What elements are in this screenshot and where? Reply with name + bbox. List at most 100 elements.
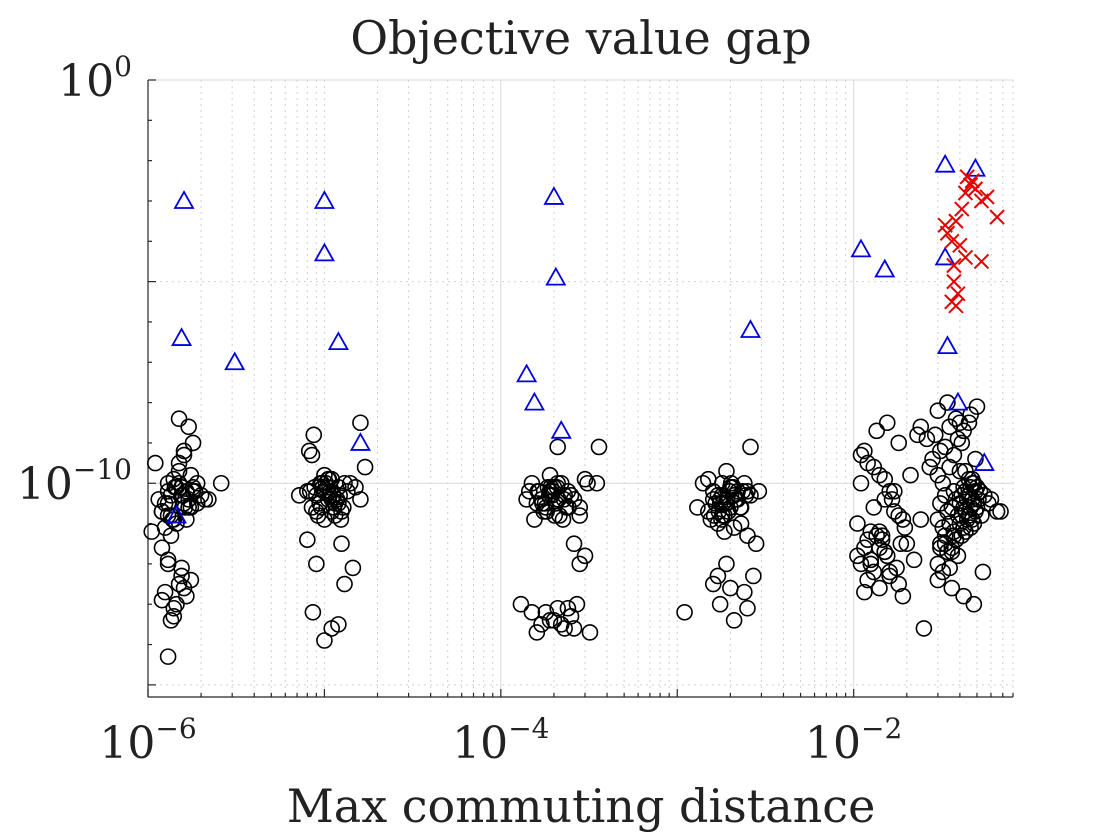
y-tick-label: 100 bbox=[58, 50, 132, 107]
circle-point bbox=[153, 539, 171, 557]
circle-point bbox=[182, 571, 200, 589]
circle-point bbox=[290, 487, 308, 504]
circle-point bbox=[336, 474, 353, 492]
circle-point bbox=[915, 620, 933, 637]
circle-point bbox=[165, 599, 183, 617]
triangle-point bbox=[934, 153, 956, 173]
circle-point bbox=[871, 539, 888, 557]
circle-point bbox=[352, 414, 369, 432]
circle-point bbox=[852, 474, 870, 492]
triangle-point bbox=[516, 363, 538, 383]
cross-point bbox=[950, 286, 966, 302]
triangle-point bbox=[173, 190, 195, 209]
cross-point bbox=[952, 237, 968, 254]
circle-point bbox=[565, 620, 583, 637]
circle-point bbox=[894, 511, 912, 528]
circle-point bbox=[162, 487, 180, 504]
circle-point bbox=[321, 487, 338, 504]
circle-point bbox=[868, 422, 885, 440]
cross-point bbox=[957, 249, 974, 266]
circle-point bbox=[303, 446, 321, 464]
triangle-point bbox=[313, 242, 335, 262]
cross-point bbox=[944, 233, 960, 250]
circle-point bbox=[565, 535, 583, 553]
triangle-point bbox=[543, 186, 565, 205]
circle-point bbox=[929, 571, 947, 589]
circle-point bbox=[852, 446, 870, 464]
circle-point bbox=[304, 603, 322, 621]
circle-point bbox=[526, 511, 543, 528]
triangle-point bbox=[224, 351, 246, 371]
circle-point bbox=[929, 402, 947, 419]
circle-point bbox=[560, 499, 577, 516]
circle-point bbox=[745, 567, 762, 585]
circle-point bbox=[896, 519, 914, 536]
circle-point bbox=[951, 414, 969, 432]
circle-point bbox=[921, 458, 939, 476]
circle-point bbox=[676, 603, 693, 621]
circle-point bbox=[512, 595, 530, 613]
circle-point bbox=[571, 499, 589, 516]
circle-point bbox=[878, 414, 896, 432]
circle-point bbox=[862, 555, 880, 573]
circle-point bbox=[941, 418, 958, 436]
triangle-point bbox=[947, 391, 969, 411]
circle-point bbox=[588, 474, 606, 492]
circle-point bbox=[175, 446, 193, 464]
circle-point bbox=[313, 474, 331, 492]
circle-point bbox=[912, 511, 930, 528]
circle-point bbox=[750, 483, 768, 500]
triangle-point bbox=[874, 258, 896, 278]
circle-point bbox=[943, 579, 961, 597]
circle-point bbox=[159, 648, 177, 665]
circle-point bbox=[722, 579, 739, 597]
cross-point bbox=[979, 189, 995, 205]
circle-point bbox=[316, 466, 333, 484]
circle-point bbox=[868, 527, 885, 544]
circle-point bbox=[965, 595, 983, 613]
circle-point bbox=[934, 474, 952, 492]
triangle-point bbox=[973, 452, 995, 471]
circle-point bbox=[538, 503, 556, 520]
circle-point bbox=[555, 491, 573, 508]
triangle-point bbox=[934, 246, 956, 266]
circle-point bbox=[856, 583, 873, 601]
circle-point bbox=[528, 624, 546, 641]
circle-point bbox=[550, 491, 567, 508]
circle-point bbox=[905, 551, 923, 569]
circle-point bbox=[521, 483, 538, 500]
circle-point bbox=[718, 555, 735, 573]
circle-point bbox=[886, 483, 903, 500]
circle-point bbox=[968, 499, 986, 516]
circle-point bbox=[968, 398, 986, 415]
circle-point bbox=[856, 442, 873, 460]
circle-point bbox=[540, 487, 558, 504]
circle-point bbox=[962, 519, 979, 536]
circle-point bbox=[711, 495, 729, 512]
circle-point bbox=[170, 462, 188, 480]
circle-point bbox=[912, 418, 930, 436]
circle-point bbox=[704, 575, 722, 593]
circle-point bbox=[305, 426, 323, 444]
circle-point bbox=[184, 434, 202, 452]
cross-point bbox=[964, 173, 980, 189]
circle-point bbox=[162, 527, 180, 544]
circle-point bbox=[694, 474, 712, 492]
circle-point bbox=[576, 470, 594, 488]
circle-point bbox=[967, 450, 984, 468]
cross-point bbox=[973, 253, 990, 270]
circle-point bbox=[974, 563, 992, 581]
circle-point bbox=[541, 466, 559, 484]
x-tick-label: 10−4 bbox=[452, 712, 549, 769]
circle-point bbox=[871, 579, 888, 597]
circle-point bbox=[943, 543, 961, 561]
circle-point bbox=[932, 539, 949, 557]
circle-point bbox=[170, 410, 188, 428]
circle-point bbox=[576, 547, 594, 565]
circle-point bbox=[182, 466, 200, 484]
circle-point bbox=[180, 418, 197, 436]
circle-point bbox=[871, 523, 888, 540]
circle-point bbox=[150, 491, 168, 508]
circle-point bbox=[929, 511, 947, 528]
x-axis-label: Max commuting distance bbox=[287, 779, 876, 833]
